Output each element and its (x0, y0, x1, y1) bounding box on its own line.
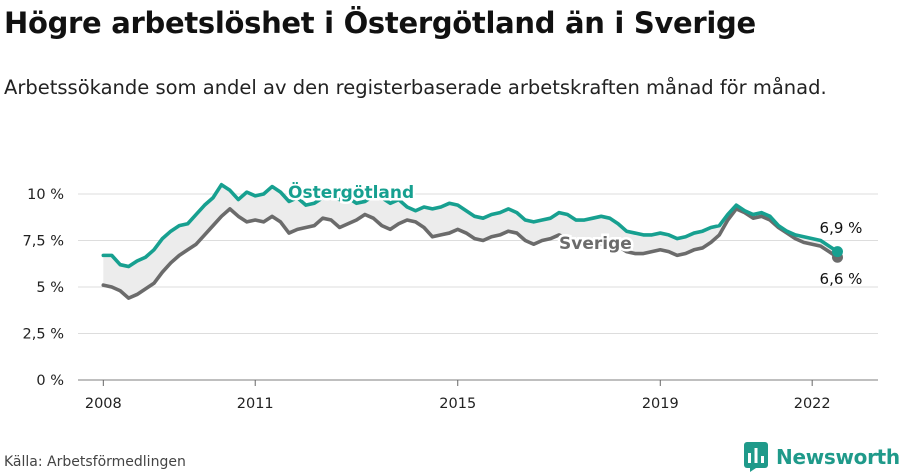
y-tick-label: 7,5 % (23, 234, 64, 250)
y-tick-label: 2,5 % (23, 327, 64, 343)
x-tick-label: 2008 (85, 396, 122, 412)
brand-name: Newsworthy (776, 445, 900, 469)
chart-subtitle: Arbetssökande som andel av den registerb… (4, 76, 827, 99)
x-tick-label: 2022 (794, 396, 831, 412)
y-tick-label: 10 % (27, 187, 64, 203)
series-label-ostergotland: Östergötland (288, 181, 414, 203)
chart-title: Högre arbetslöshet i Östergötland än i S… (4, 6, 756, 40)
series-line-ostergotland (101, 182, 840, 269)
x-tick-label: 2019 (642, 396, 679, 412)
end-label-ostergotland: 6,9 % (820, 219, 863, 237)
series-line-sverige (101, 207, 840, 300)
source-note: Källa: Arbetsförmedlingen (4, 454, 186, 470)
x-tick-label: 2015 (439, 396, 476, 412)
end-label-sverige: 6,6 % (820, 270, 863, 288)
newsworthy-logo-icon (744, 442, 768, 472)
series-gap-area (103, 184, 838, 299)
endpoint-ostergotland (831, 246, 843, 258)
series-label-sverige: Sverige (559, 234, 632, 254)
y-tick-label: 5 % (36, 280, 64, 296)
y-tick-label: 0 % (36, 373, 64, 389)
brand-logo: Newsworthy (744, 441, 900, 473)
x-tick-label: 2011 (237, 396, 274, 412)
